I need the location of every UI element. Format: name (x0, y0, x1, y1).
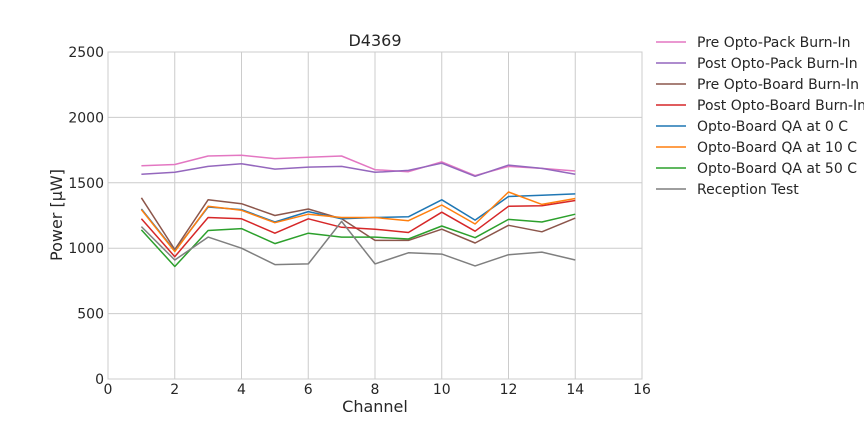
x-tick-label: 16 (633, 382, 651, 398)
series-lines (140, 154, 576, 268)
legend-label: Pre Opto-Pack Burn-In (697, 35, 851, 51)
x-axis-title: Channel (342, 397, 408, 416)
series-line (140, 213, 576, 268)
chart-title: D4369 (348, 31, 401, 50)
x-tick-label: 14 (566, 382, 584, 398)
grid (107, 51, 643, 380)
series-line (140, 191, 576, 253)
legend-label: Reception Test (697, 182, 799, 198)
legend: Pre Opto-Pack Burn-In Post Opto-Pack Burn… (656, 35, 864, 198)
tick-labels: 0 2 4 6 8 10 12 14 16 0 500 1000 1500 2000 2500 (68, 45, 651, 398)
y-tick-label: 0 (95, 372, 104, 388)
x-tick-label: 2 (170, 382, 179, 398)
y-tick-label: 500 (77, 307, 104, 323)
y-axis-title: Power [μW] (47, 169, 66, 261)
x-tick-label: 12 (500, 382, 518, 398)
legend-label: Opto-Board QA at 50 C (697, 161, 857, 177)
series-line (141, 154, 576, 177)
series-line (140, 197, 576, 251)
x-tick-label: 8 (371, 382, 380, 398)
legend-label: Opto-Board QA at 10 C (697, 140, 857, 156)
legend-label: Post Opto-Pack Burn-In (697, 56, 858, 72)
axes (107, 51, 643, 380)
x-tick-label: 4 (237, 382, 246, 398)
plot-frame (107, 51, 643, 380)
series-line (141, 162, 576, 178)
y-tick-label: 2500 (68, 45, 104, 61)
y-tick-label: 2000 (68, 110, 104, 126)
legend-label: Pre Opto-Board Burn-In (697, 77, 859, 93)
series-line (140, 199, 576, 258)
y-tick-label: 1000 (68, 241, 104, 257)
legend-label: Opto-Board QA at 0 C (697, 119, 848, 135)
legend-label: Post Opto-Board Burn-In (697, 98, 864, 114)
y-tick-label: 1500 (68, 176, 104, 192)
x-tick-label: 6 (304, 382, 313, 398)
x-tick-label: 10 (433, 382, 451, 398)
x-tick-label: 0 (104, 382, 113, 398)
series-line (140, 220, 576, 267)
